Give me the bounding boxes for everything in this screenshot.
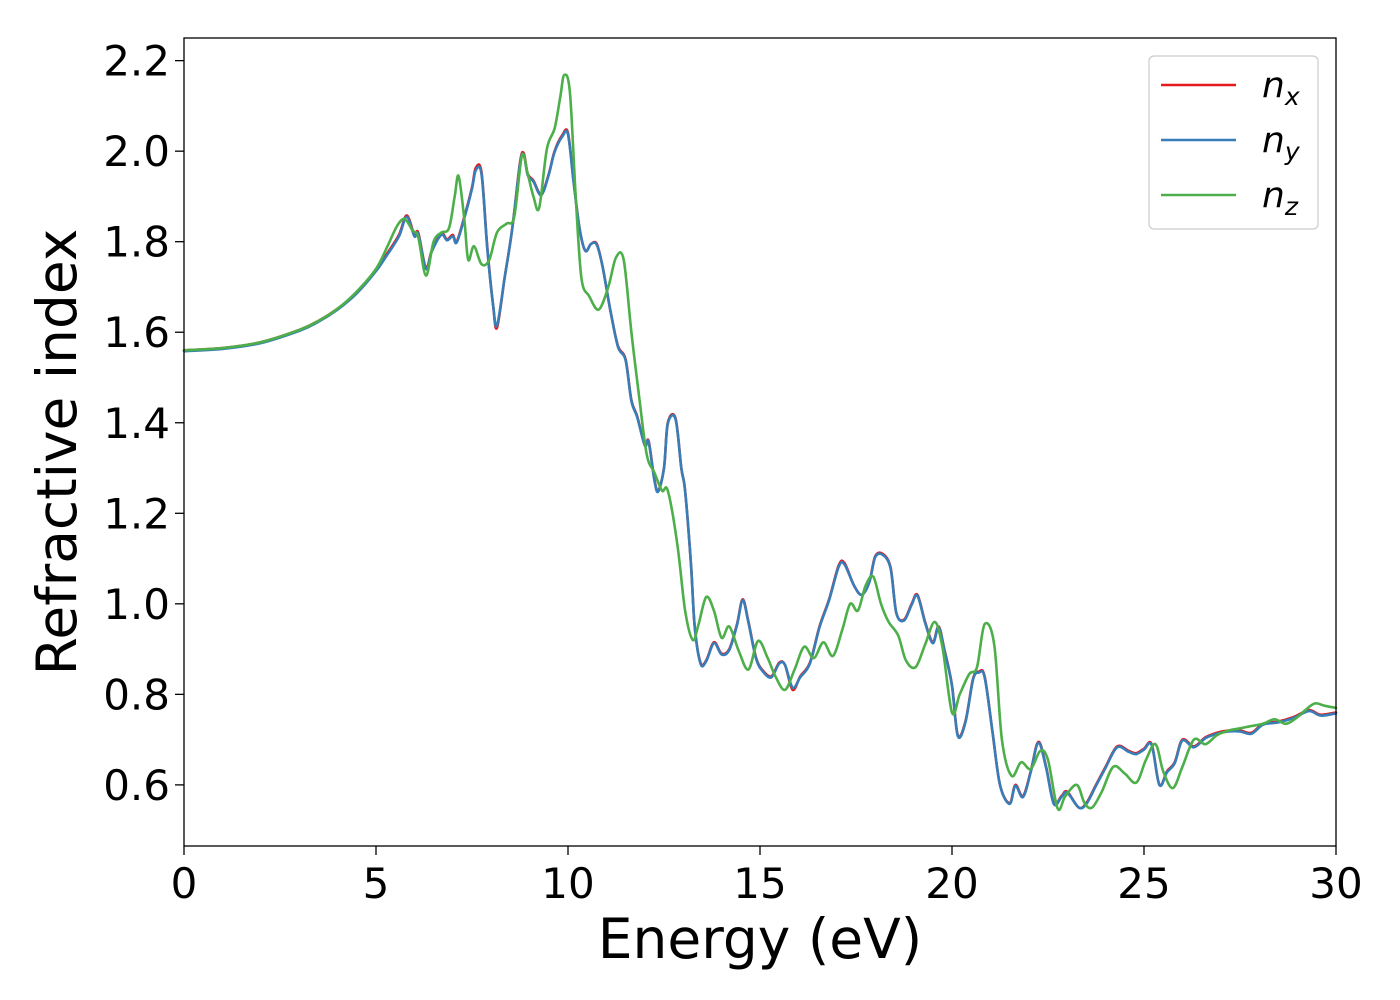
legend-label-y: ny xyxy=(1262,120,1301,166)
x-axis-ticks: 0 5 10 15 20 25 30 xyxy=(171,846,1363,908)
y-tick-label: 1.4 xyxy=(103,399,170,448)
series-line-y xyxy=(182,129,1338,810)
series-lines xyxy=(182,73,1338,812)
legend-box xyxy=(1148,55,1319,230)
x-tick-label: 5 xyxy=(363,859,390,908)
series-line-x xyxy=(182,128,1338,810)
y-tick-label: 0.8 xyxy=(103,670,170,719)
y-tick-label: 1.2 xyxy=(103,489,170,538)
x-tick-label: 0 xyxy=(171,859,198,908)
x-tick-label: 20 xyxy=(925,859,978,908)
y-tick-label: 1.0 xyxy=(103,580,170,629)
x-tick-label: 15 xyxy=(733,859,786,908)
y-tick-label: 2.0 xyxy=(103,127,170,176)
legend: nx ny nz xyxy=(1148,55,1319,230)
y-axis-ticks: 0.6 0.8 1.0 1.2 1.4 1.6 1.8 2.0 2.2 xyxy=(103,37,184,810)
y-tick-label: 1.6 xyxy=(103,308,170,357)
legend-label-z: nz xyxy=(1262,175,1299,221)
y-tick-label: 1.8 xyxy=(103,218,170,267)
y-tick-label: 0.6 xyxy=(103,761,170,810)
x-axis-title: Energy (eV) xyxy=(598,907,922,971)
x-tick-label: 10 xyxy=(541,859,594,908)
legend-label-x: nx xyxy=(1262,65,1300,111)
x-tick-label: 30 xyxy=(1309,859,1362,908)
x-tick-label: 25 xyxy=(1117,859,1170,908)
series-line-z xyxy=(182,73,1338,812)
y-axis-title: Refractive index xyxy=(25,229,89,676)
y-tick-label: 2.2 xyxy=(103,37,170,86)
